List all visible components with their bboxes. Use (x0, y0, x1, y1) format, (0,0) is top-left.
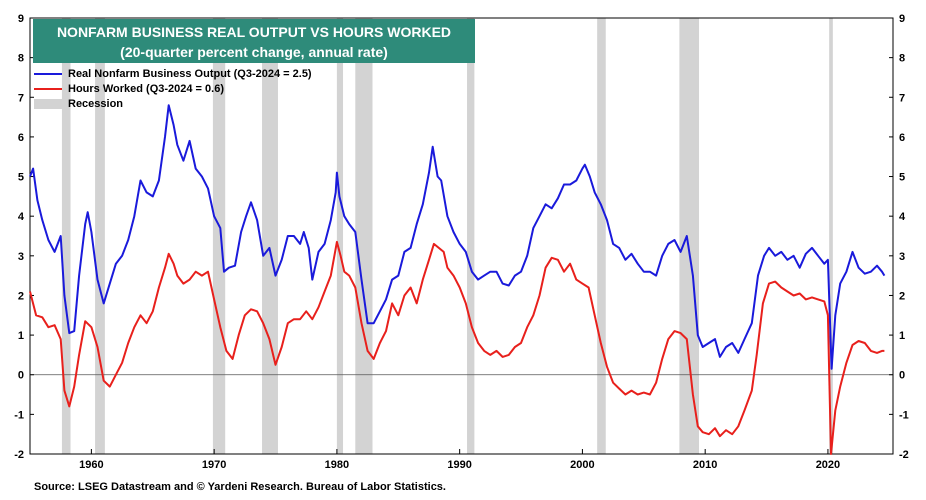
recession-band-8 (679, 18, 700, 454)
y-tick-label-right: 2 (899, 290, 905, 302)
y-tick-label-left: 8 (18, 53, 24, 65)
recession-band-2 (212, 18, 226, 454)
y-tick-label-left: 6 (18, 132, 24, 144)
x-tick-label: 1980 (325, 459, 349, 471)
chart-title-box: NONFARM BUSINESS REAL OUTPUT VS HOURS WO… (33, 19, 475, 63)
recession-bands (61, 18, 833, 454)
axis-ticks: -2 -2 -1 -1 0 0 1 1 2 2 3 3 4 4 5 5 6 6 7 7 8 8 9 9 1960 1970 1980… (14, 13, 909, 471)
y-tick-label-left: 5 (18, 172, 24, 184)
y-tick-label-right: 3 (899, 251, 905, 263)
y-tick-label-left: 9 (18, 13, 24, 25)
legend-item-recession: Recession (34, 96, 312, 111)
y-tick-label-left: 2 (18, 290, 24, 302)
x-tick-label: 1990 (447, 459, 471, 471)
y-tick-label-right: 9 (899, 13, 905, 25)
recession-band-5 (355, 18, 373, 454)
source-note: Source: LSEG Datastream and © Yardeni Re… (34, 481, 446, 493)
x-tick-label: 2000 (570, 459, 594, 471)
y-tick-label-right: 1 (899, 330, 905, 342)
series-lines (29, 104, 886, 455)
y-tick-label-right: 8 (899, 53, 905, 65)
legend-swatch-output (34, 72, 62, 75)
y-tick-label-left: 7 (18, 92, 24, 104)
legend-label-hours: Hours Worked (Q3-2024 = 0.6) (68, 82, 224, 95)
recession-band-9 (829, 18, 833, 454)
legend-item-output: Real Nonfarm Business Output (Q3-2024 = … (34, 66, 312, 81)
recession-band-0 (61, 18, 71, 454)
x-tick-label: 1960 (79, 459, 103, 471)
recession-band-6 (467, 18, 475, 454)
y-tick-label-right: 5 (899, 172, 905, 184)
x-tick-label: 1970 (202, 459, 226, 471)
recession-band-4 (336, 18, 344, 454)
y-tick-label-left: 0 (18, 370, 24, 382)
legend-swatch-recession (34, 98, 62, 109)
legend-label-recession: Recession (68, 97, 124, 110)
chart-subtitle: (20-quarter percent change, annual rate) (120, 44, 388, 60)
series-line-output (29, 104, 886, 370)
legend: Real Nonfarm Business Output (Q3-2024 = … (34, 66, 312, 111)
y-tick-label-left: -2 (14, 449, 24, 461)
legend-swatch-hours (34, 87, 62, 90)
y-tick-label-left: 4 (18, 211, 25, 223)
legend-item-hours: Hours Worked (Q3-2024 = 0.6) (34, 81, 312, 96)
y-tick-label-right: 4 (899, 211, 906, 223)
recession-band-1 (95, 18, 105, 454)
y-tick-label-left: 3 (18, 251, 24, 263)
recession-band-3 (262, 18, 278, 454)
y-tick-label-left: 1 (18, 330, 24, 342)
y-tick-label-left: -1 (14, 409, 24, 421)
recession-band-7 (597, 18, 606, 454)
y-tick-label-right: 0 (899, 370, 905, 382)
y-tick-label-right: -1 (899, 409, 909, 421)
y-tick-label-right: 7 (899, 92, 905, 104)
plot-frame (29, 17, 894, 455)
y-tick-label-right: -2 (899, 449, 909, 461)
x-tick-label: 2020 (816, 459, 840, 471)
series-line-hours (29, 240, 885, 455)
x-tick-label: 2010 (693, 459, 717, 471)
y-tick-label-right: 6 (899, 132, 905, 144)
legend-label-output: Real Nonfarm Business Output (Q3-2024 = … (68, 67, 312, 80)
chart-title: NONFARM BUSINESS REAL OUTPUT VS HOURS WO… (56, 24, 452, 40)
